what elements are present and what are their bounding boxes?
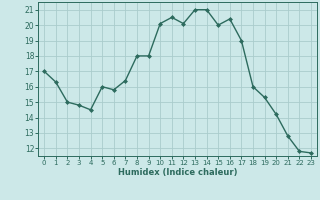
X-axis label: Humidex (Indice chaleur): Humidex (Indice chaleur) (118, 168, 237, 177)
